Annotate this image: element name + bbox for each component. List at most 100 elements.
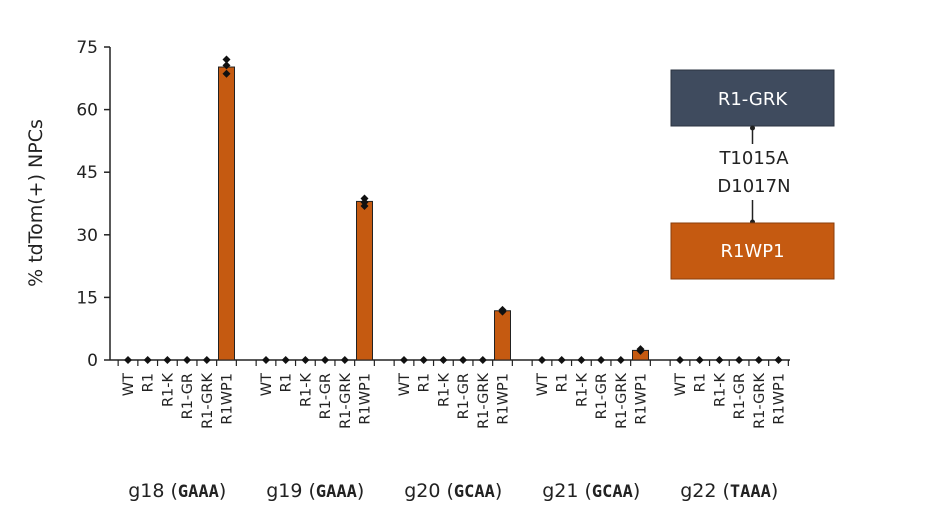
x-axis <box>110 359 790 366</box>
group-paren-open: ( <box>164 480 177 502</box>
group-sequence: GAAA <box>178 482 219 502</box>
group-paren-close: ) <box>633 480 640 502</box>
category-label: R1-K <box>160 373 176 408</box>
data-point <box>676 356 684 364</box>
data-point <box>735 356 744 364</box>
category-label: R1-K <box>574 373 590 408</box>
group-paren-open: ( <box>716 480 729 502</box>
data-point <box>439 356 448 364</box>
category-label: WT <box>121 373 137 396</box>
group-name: g21 <box>542 480 578 502</box>
data-point <box>360 202 369 211</box>
group-label: g22 (TAAA) <box>680 480 778 502</box>
data-point <box>163 356 172 364</box>
group-paren-open: ( <box>440 480 453 502</box>
category-label: WT <box>397 373 413 396</box>
group-label: g18 (GAAA) <box>128 480 226 502</box>
data-point <box>616 356 625 364</box>
group-sequence: TAAA <box>730 482 771 502</box>
group-paren-open: ( <box>302 480 315 502</box>
y-tick-label: 60 <box>76 101 98 121</box>
data-point <box>222 61 231 70</box>
category-labels: WT R1 R1-K R1-GR R1-GRK R1WP1 WT R1 R1-K R1-GR R1-… <box>121 373 788 429</box>
group-name: g18 <box>128 480 164 502</box>
category-label: R1WP1 <box>496 373 512 425</box>
category-label: R1WP1 <box>220 373 236 425</box>
y-axis: 0 15 30 45 60 75 <box>76 38 111 371</box>
category-label: R1WP1 <box>358 373 374 425</box>
data-point <box>538 356 546 364</box>
bars <box>218 66 649 361</box>
group-label: g20 (GCAA) <box>404 480 502 502</box>
group-paren-close: ) <box>219 480 226 502</box>
data-point <box>183 356 192 364</box>
r1-grk-box-label: R1-GRK <box>718 89 789 110</box>
data-point <box>222 55 231 64</box>
data-point <box>281 356 290 364</box>
data-point <box>577 356 586 364</box>
data-point <box>301 356 310 364</box>
y-tick-label: 45 <box>76 163 98 183</box>
data-point <box>715 356 724 364</box>
group-label: g21 (GCAA) <box>542 480 640 502</box>
category-label: R1-K <box>298 373 314 408</box>
y-axis-label: % tdTom(+) NPCs <box>25 119 47 287</box>
category-label: R1-GRK <box>614 373 630 429</box>
category-label: R1-GRK <box>752 373 768 429</box>
group-sequence: GAAA <box>316 482 357 502</box>
data-point <box>695 356 704 364</box>
category-label: R1-GR <box>456 373 472 419</box>
y-tick-label: 15 <box>76 288 98 308</box>
data-point <box>754 356 763 364</box>
category-label: R1 <box>279 373 295 392</box>
data-point <box>222 69 231 78</box>
category-label: R1 <box>693 373 709 392</box>
category-label: R1-GRK <box>476 373 492 429</box>
group-paren-close: ) <box>771 480 778 502</box>
bar <box>356 200 373 361</box>
category-label: R1-GR <box>594 373 610 419</box>
group-paren-open: ( <box>578 480 591 502</box>
data-point <box>459 356 468 364</box>
category-label: R1 <box>417 373 433 392</box>
group-name: g20 <box>404 480 440 502</box>
group-labels: g18 (GAAA) g19 (GAAA) g20 (GCAA) g21 (GCAA)… <box>128 480 778 502</box>
mutation-label-bg <box>708 144 798 200</box>
data-points <box>124 55 783 364</box>
category-label: R1-GRK <box>338 373 354 429</box>
category-label: R1WP1 <box>634 373 650 425</box>
data-point <box>498 307 507 316</box>
category-label: R1 <box>555 373 571 392</box>
data-point <box>419 356 428 364</box>
category-label: R1-GR <box>732 373 748 419</box>
data-point <box>321 356 330 364</box>
category-label: R1-GR <box>318 373 334 419</box>
data-point <box>400 356 408 364</box>
bar <box>494 310 511 361</box>
data-point <box>478 356 487 364</box>
category-label: WT <box>673 373 689 396</box>
data-point <box>262 356 270 364</box>
mutation-label-2: D1017N <box>717 176 790 197</box>
data-point <box>557 356 566 364</box>
mutation-legend: R1-GRK T1015A D1017N R1WP1 <box>670 69 835 280</box>
group-label: g19 (GAAA) <box>266 480 364 502</box>
mutation-label-1: T1015A <box>718 148 789 169</box>
y-tick-label: 0 <box>87 351 98 371</box>
category-label: WT <box>259 373 275 396</box>
category-label: R1-GR <box>180 373 196 419</box>
group-name: g19 <box>266 480 302 502</box>
r1wp1-box-label: R1WP1 <box>720 241 784 262</box>
category-label: R1 <box>141 373 157 392</box>
category-label: WT <box>535 373 551 396</box>
r1-grk-box <box>670 69 835 127</box>
category-label: R1-K <box>712 373 728 408</box>
data-point <box>597 356 606 364</box>
data-point <box>124 356 132 364</box>
data-point <box>774 356 783 364</box>
bar <box>218 66 235 361</box>
category-label: R1-GRK <box>200 373 216 429</box>
group-paren-close: ) <box>357 480 364 502</box>
connector-dot-top <box>750 125 755 131</box>
